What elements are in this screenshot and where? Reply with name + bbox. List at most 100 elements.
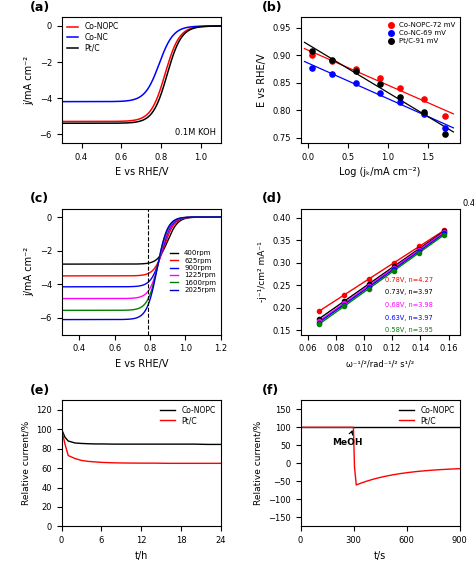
Pt/C (79, 457, 84, 464)
Co-NOPC (92, 440, 98, 447)
Point (315, 320, 323, 329)
Point (340, 290, 348, 299)
Co-NOPC (153, 98, 158, 105)
400rpm (59, 261, 64, 268)
1600rpm (218, 213, 224, 220)
900rpm (87, 284, 92, 290)
Co-NOPC (59, 426, 64, 433)
Pt/C (165, 460, 171, 467)
400rpm (100, 261, 105, 268)
Line: 1600rpm: 1600rpm (62, 217, 221, 310)
Point (442, 124, 449, 133)
Pt/C (179, 34, 184, 41)
Pt/C (99, 459, 104, 466)
Line: 2025rpm: 2025rpm (62, 217, 221, 320)
Point (415, 242, 423, 251)
Co-NOPC (165, 61, 171, 68)
Co-NC (179, 25, 184, 32)
X-axis label: Log (jₖ/mA cm⁻²): Log (jₖ/mA cm⁻²) (339, 168, 421, 177)
1225rpm (179, 215, 184, 221)
X-axis label: E vs RHE/V: E vs RHE/V (115, 168, 168, 177)
Pt/C (218, 460, 224, 467)
625rpm (131, 272, 137, 279)
Text: 0.40: 0.40 (463, 199, 474, 208)
Pt/C (65, 452, 71, 459)
Point (328, 55, 336, 65)
Co-NOPC (179, 31, 184, 38)
Line: 625rpm: 625rpm (62, 217, 221, 276)
Point (328, 57, 336, 66)
Co-NC (131, 96, 137, 103)
Point (442, 111, 449, 120)
Line: Co-NC: Co-NC (62, 26, 221, 102)
Point (440, 229, 448, 238)
Point (376, 74, 384, 83)
Text: (f): (f) (262, 384, 280, 397)
900rpm (59, 284, 64, 290)
Legend: 400rpm, 625rpm, 900rpm, 1225rpm, 1600rpm, 2025rpm: 400rpm, 625rpm, 900rpm, 1225rpm, 1600rpm… (169, 249, 218, 294)
625rpm (165, 233, 171, 239)
Point (390, 266, 398, 275)
Co-NOPC (178, 441, 184, 448)
2025rpm (179, 215, 184, 221)
Point (315, 317, 323, 326)
Point (353, 78, 360, 87)
1225rpm (153, 271, 158, 278)
Point (415, 244, 423, 253)
Point (340, 300, 348, 309)
Pt/C (62, 440, 68, 447)
Co-NC (87, 98, 92, 105)
Text: MeOH: MeOH (332, 431, 363, 447)
Co-NOPC (72, 440, 78, 447)
Co-NOPC (65, 438, 71, 444)
Pt/C (59, 426, 64, 433)
Co-NOPC (79, 440, 84, 447)
Point (415, 245, 423, 254)
Co-NC (100, 98, 105, 105)
Co-NOPC (205, 441, 210, 448)
Line: Pt/C: Pt/C (62, 430, 221, 464)
Pt/C (59, 120, 64, 127)
400rpm (131, 261, 137, 268)
Co-NOPC (59, 118, 64, 125)
Y-axis label: -j⁻¹/cm² mA⁻¹: -j⁻¹/cm² mA⁻¹ (258, 241, 267, 302)
Co-NOPC (165, 441, 171, 448)
Pt/C (100, 120, 105, 127)
Point (315, 318, 323, 327)
Text: 0.68V, n=3.98: 0.68V, n=3.98 (385, 302, 433, 308)
Pt/C (153, 104, 158, 111)
Point (353, 65, 360, 74)
Point (415, 247, 423, 256)
Point (442, 129, 449, 138)
Pt/C (72, 455, 78, 462)
400rpm (218, 213, 224, 220)
Pt/C (343, 424, 349, 431)
Point (365, 279, 373, 288)
Line: Pt/C: Pt/C (62, 26, 221, 123)
Point (415, 248, 423, 257)
Pt/C (138, 460, 144, 466)
625rpm (59, 272, 64, 279)
Co-NOPC (138, 441, 144, 448)
1600rpm (131, 306, 137, 313)
Point (440, 226, 448, 235)
Point (376, 88, 384, 97)
400rpm (87, 261, 92, 268)
400rpm (153, 257, 158, 264)
Text: 0.73V, n=3.97: 0.73V, n=3.97 (385, 289, 433, 295)
Point (365, 281, 373, 290)
2025rpm (218, 213, 224, 220)
625rpm (218, 213, 224, 220)
X-axis label: t/s: t/s (374, 551, 386, 561)
Point (390, 263, 398, 272)
Y-axis label: Relative current/%: Relative current/% (22, 421, 31, 505)
Text: 0.58V, n=3.95: 0.58V, n=3.95 (385, 327, 433, 333)
1225rpm (87, 295, 92, 302)
X-axis label: E vs RHE/V: E vs RHE/V (115, 359, 168, 369)
Legend: Co-NOPC, Pt/C: Co-NOPC, Pt/C (397, 404, 456, 427)
Co-NC (218, 23, 224, 29)
Text: (e): (e) (30, 384, 50, 397)
1600rpm (59, 307, 64, 314)
625rpm (100, 272, 105, 279)
Point (396, 92, 404, 101)
